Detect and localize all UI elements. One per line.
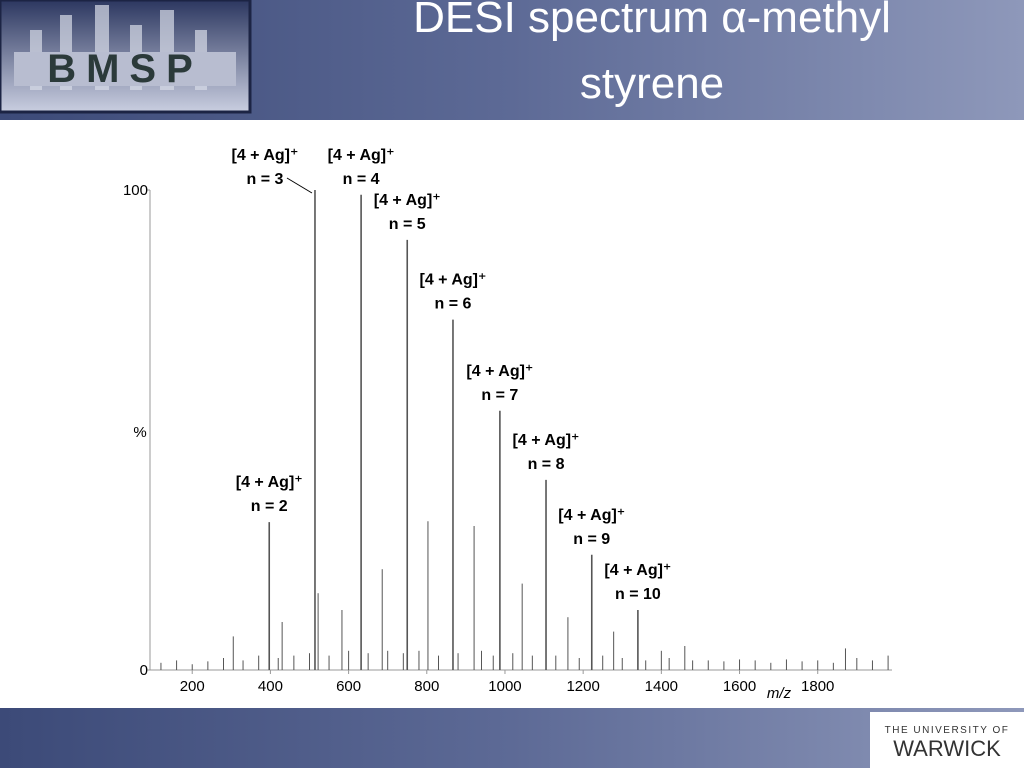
label-arrow — [286, 177, 313, 194]
peak-label: [4 + Ag]⁺ — [419, 272, 486, 289]
x-tick-label: 1200 — [566, 678, 599, 695]
x-tick-label: 1400 — [645, 678, 678, 695]
y-tick-label: 100 — [123, 182, 148, 199]
slide-title: styrene — [580, 59, 724, 108]
x-tick-label: 800 — [414, 678, 439, 695]
peak-label: n = 2 — [251, 498, 288, 515]
logo-text: BMSP — [47, 47, 203, 91]
peak-label: [4 + Ag]⁺ — [374, 192, 441, 209]
footer-text: THE UNIVERSITY OF — [885, 725, 1010, 736]
peak-label: n = 7 — [481, 387, 518, 404]
y-tick-label: 0 — [140, 662, 148, 679]
peak-label: [4 + Ag]⁺ — [466, 363, 533, 380]
x-axis-label: m/z — [767, 685, 792, 702]
peak-label: [4 + Ag]⁺ — [231, 147, 298, 164]
footer-logo-box — [870, 712, 1024, 768]
x-tick-label: 1000 — [488, 678, 521, 695]
peak-label: [4 + Ag]⁺ — [558, 507, 625, 524]
peak-label: n = 10 — [615, 586, 661, 603]
footer-text: WARWICK — [893, 736, 1001, 761]
x-tick-label: 200 — [180, 678, 205, 695]
peak-label: n = 9 — [573, 531, 610, 548]
peak-label: [4 + Ag]⁺ — [513, 432, 580, 449]
peak-label: n = 4 — [343, 171, 380, 188]
x-tick-label: 400 — [258, 678, 283, 695]
peak-label: n = 6 — [435, 296, 472, 313]
peak-label: n = 8 — [528, 456, 565, 473]
x-tick-label: 1800 — [801, 678, 834, 695]
footer-band — [0, 708, 1024, 768]
y-axis-label: % — [133, 424, 146, 441]
peak-label: [4 + Ag]⁺ — [604, 562, 671, 579]
slide-title: DESI spectrum α-methyl — [413, 0, 891, 42]
x-tick-label: 600 — [336, 678, 361, 695]
peak-label: [4 + Ag]⁺ — [328, 147, 395, 164]
peak-label: n = 5 — [389, 216, 426, 233]
x-tick-label: 1600 — [723, 678, 756, 695]
peak-label: [4 + Ag]⁺ — [236, 474, 303, 491]
peak-label: n = 3 — [247, 171, 284, 188]
logo-plate — [14, 52, 236, 86]
